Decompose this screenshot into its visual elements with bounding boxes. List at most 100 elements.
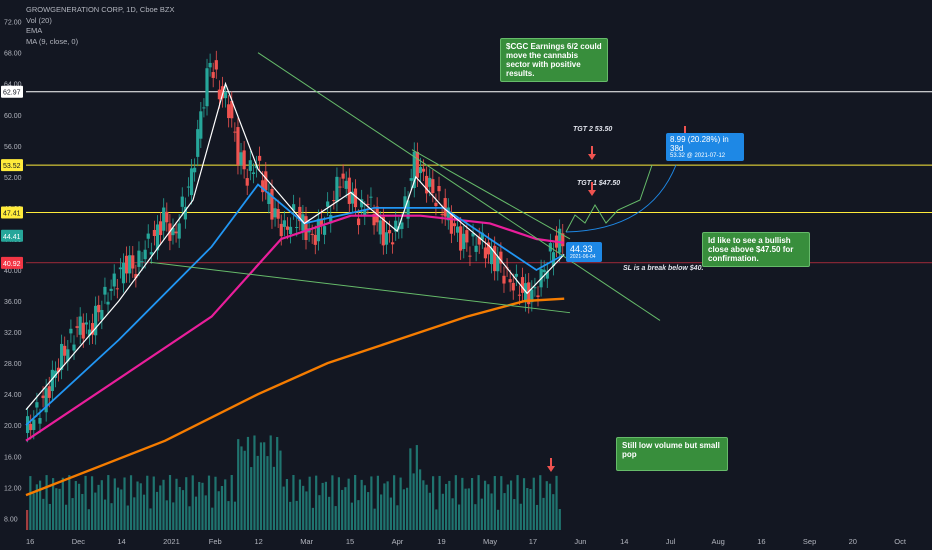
time-tick-label: 16 <box>26 537 34 546</box>
volume-note[interactable]: Still low volume but small pop <box>616 437 728 471</box>
price-label: 47.41 <box>3 210 21 217</box>
time-tick-label: Jun <box>574 537 586 546</box>
volume-bar <box>129 475 133 530</box>
volume-bar <box>422 480 425 530</box>
price-tick-label: 12.00 <box>4 485 22 492</box>
candle-body <box>335 176 339 203</box>
candle-body <box>53 370 58 378</box>
volume-bar <box>490 493 493 530</box>
volume-bar <box>74 481 77 530</box>
volume-bar <box>363 485 366 530</box>
target-2-label: TGT 2 53.50 <box>573 126 613 133</box>
volume-indicator-label[interactable]: Vol (20) <box>26 15 52 25</box>
bullish-close-note[interactable]: Id like to see a bullish close above $47… <box>702 232 810 267</box>
volume-bar <box>496 509 500 530</box>
candle-body <box>279 223 283 237</box>
current-price-date: 2021-06-04 <box>570 254 596 260</box>
volume-bar <box>373 508 376 530</box>
time-tick-label: 14 <box>620 537 628 546</box>
volume-bar <box>461 477 464 530</box>
ma-indicator-label[interactable]: MA (9, close, 0) <box>26 36 79 46</box>
candle-body <box>242 150 246 170</box>
price-tick-label: 8.00 <box>4 516 18 523</box>
volume-bar <box>42 498 45 530</box>
symbol-title[interactable]: GROWGENERATION CORP, 1D, Cboe BZX <box>26 5 175 14</box>
ema-indicator-label[interactable]: EMA <box>26 26 43 35</box>
candle-body <box>356 218 361 226</box>
candle-body <box>313 234 317 245</box>
candle-body <box>128 255 132 274</box>
volume-bar <box>243 450 246 530</box>
target-2-arrow <box>588 146 596 160</box>
price-tick-label: 36.00 <box>4 299 22 306</box>
candle-body <box>332 200 336 202</box>
candle-body <box>121 262 126 284</box>
candle-body <box>418 167 423 174</box>
candle-body <box>211 72 215 78</box>
volume-bar <box>321 482 324 530</box>
candle-body <box>143 249 147 260</box>
candle-body <box>84 322 88 325</box>
candle-body <box>56 367 61 373</box>
current-price-box[interactable]: 44.33 2021-06-04 <box>566 242 602 262</box>
volume-bar <box>279 450 282 530</box>
candle-body <box>106 301 110 305</box>
volume-bar <box>412 473 415 530</box>
candle-body <box>267 192 271 205</box>
price-tick-label: 72.00 <box>4 20 22 27</box>
volume-bar <box>389 497 392 530</box>
volume-bar <box>269 435 272 530</box>
candle-body <box>149 252 153 255</box>
volume-bar <box>347 478 350 530</box>
volume-bar <box>480 498 483 530</box>
volume-bar <box>90 476 94 530</box>
volume-bar <box>532 477 535 530</box>
ema-blue-line <box>25 183 565 426</box>
candle-body <box>452 223 457 227</box>
candle-body <box>75 326 79 328</box>
volume-bar <box>386 481 389 530</box>
candle-body <box>189 168 194 196</box>
time-tick-label: Dec <box>72 537 86 546</box>
candle-body <box>87 329 92 336</box>
inner-trendline <box>411 149 571 240</box>
volume-bar <box>217 491 220 530</box>
candle-body <box>196 129 200 157</box>
candle-body <box>437 186 441 192</box>
candle-body <box>50 369 54 392</box>
candle-body <box>29 423 33 431</box>
volume-bar <box>162 479 165 530</box>
candle-body <box>146 233 150 239</box>
candle-body <box>60 343 64 370</box>
volume-bar <box>58 488 61 530</box>
volume-bar <box>285 479 289 530</box>
candle-body <box>344 180 348 189</box>
projection-box[interactable]: 8.99 (20.28%) in 38d 53.32 @ 2021-07-12 <box>666 133 744 161</box>
time-tick-label: 17 <box>529 537 537 546</box>
volume-bar <box>399 477 402 530</box>
volume-bar <box>454 475 457 530</box>
candle-body <box>282 220 286 227</box>
candle-body <box>384 232 389 245</box>
earnings-note[interactable]: $CGC Earnings 6/2 could move the cannabi… <box>500 38 608 82</box>
price-tick-label: 64.00 <box>4 82 22 89</box>
volume-bar <box>87 509 90 530</box>
candle-body <box>174 231 178 234</box>
price-tick-label: 40.00 <box>4 268 22 275</box>
price-label: 40.92 <box>3 261 21 268</box>
candle-body <box>480 232 484 240</box>
volume-bar <box>506 484 509 530</box>
volume-bar <box>253 435 256 530</box>
candle-body <box>468 255 472 257</box>
volume-bar <box>318 495 321 530</box>
upper-trendline <box>257 52 661 321</box>
candle-body <box>347 177 351 204</box>
price-label-bg <box>1 256 23 269</box>
candle-body <box>81 322 85 339</box>
volume-bar <box>84 475 87 530</box>
candle-body <box>440 214 444 216</box>
candle-body <box>223 91 228 99</box>
price-tick-label: 68.00 <box>4 51 22 58</box>
volume-bar <box>448 480 451 530</box>
